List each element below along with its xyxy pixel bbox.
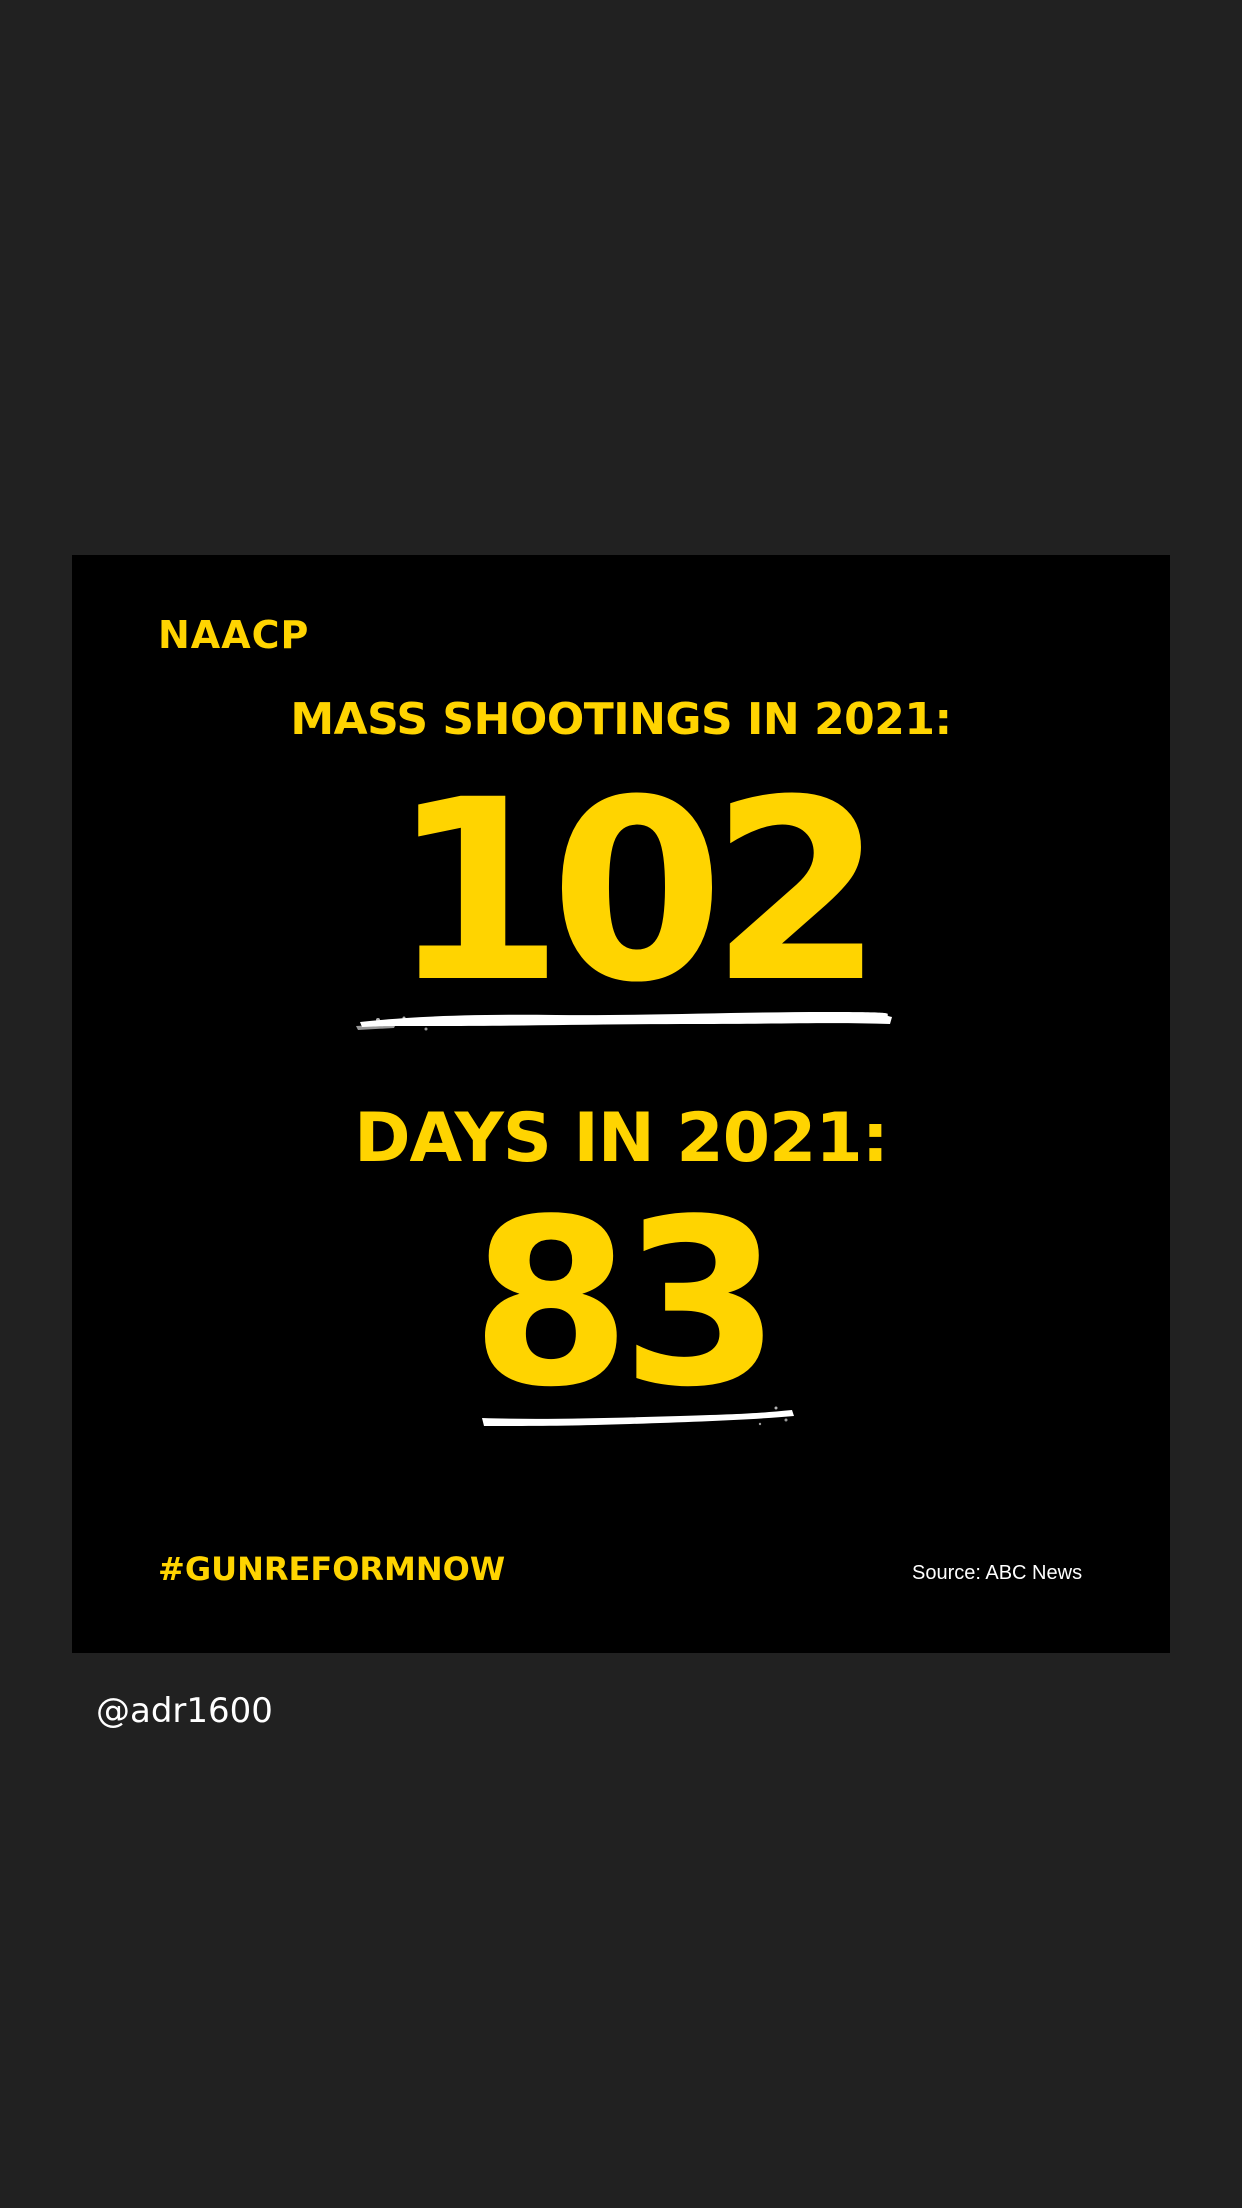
source-credit: Source: ABC News (912, 1562, 1083, 1584)
mass-shootings-count: 102 (390, 746, 884, 1037)
days-count: 83 (470, 1171, 781, 1438)
hashtag-label: #GUNREFORMNOW (158, 1550, 506, 1588)
naacp-logo: NAACP (158, 613, 310, 657)
brush-underline-icon (482, 1406, 794, 1426)
post-image: NAACP MASS SHOOTINGS IN 2021: 102 DAYS I… (72, 555, 1170, 1653)
author-handle[interactable]: @adr1600 (96, 1691, 273, 1731)
brush-underline-icon (356, 1012, 892, 1031)
mass-shootings-heading: MASS SHOOTINGS IN 2021: (290, 694, 952, 745)
days-heading: DAYS IN 2021: (354, 1099, 889, 1178)
